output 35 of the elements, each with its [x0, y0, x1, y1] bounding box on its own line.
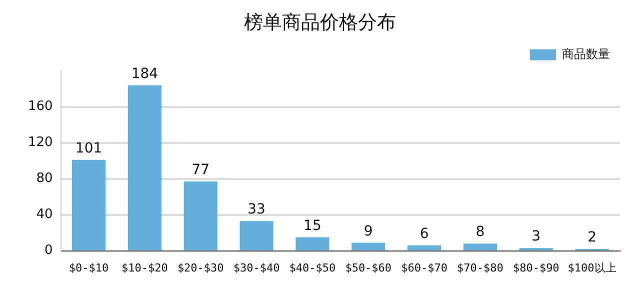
data-label: 8 — [476, 224, 485, 240]
y-tick-label: 0 — [44, 243, 53, 258]
x-tick-label: $10-$20 — [122, 261, 168, 274]
bar — [128, 85, 162, 250]
bar — [408, 245, 442, 250]
x-tick-label: $100以上 — [568, 261, 616, 274]
y-tick-label: 40 — [36, 207, 53, 222]
bar — [72, 160, 106, 250]
chart-title: 榜单商品价格分布 — [244, 11, 396, 34]
y-tick-label: 80 — [36, 171, 53, 186]
x-tick-label: $60-$70 — [401, 261, 448, 274]
data-label: 15 — [304, 218, 322, 234]
y-tick-label: 160 — [28, 99, 53, 114]
data-label: 101 — [75, 140, 102, 157]
data-label: 9 — [364, 223, 373, 240]
x-tick-label: $70-$80 — [457, 261, 504, 274]
x-tick-label: $40-$50 — [289, 261, 336, 274]
x-tick-label: $0-$10 — [68, 261, 109, 274]
x-tick-label: $30-$40 — [233, 261, 280, 274]
data-label: 3 — [532, 228, 541, 245]
x-tick-label: $80-$90 — [512, 261, 560, 274]
bar — [184, 182, 218, 250]
data-label: 33 — [248, 202, 266, 218]
x-tick-label: $50-$60 — [345, 261, 392, 274]
x-tick-label: $20-$30 — [177, 261, 224, 274]
bar — [352, 242, 386, 250]
legend-label: 商品数量 — [562, 46, 610, 61]
data-label: 77 — [192, 162, 210, 178]
data-label: 2 — [588, 230, 596, 246]
data-label: 184 — [131, 66, 158, 82]
bar — [240, 221, 274, 250]
bar — [296, 237, 330, 250]
y-tick-label: 120 — [28, 135, 53, 150]
data-label: 6 — [420, 226, 429, 242]
bar — [463, 244, 497, 250]
